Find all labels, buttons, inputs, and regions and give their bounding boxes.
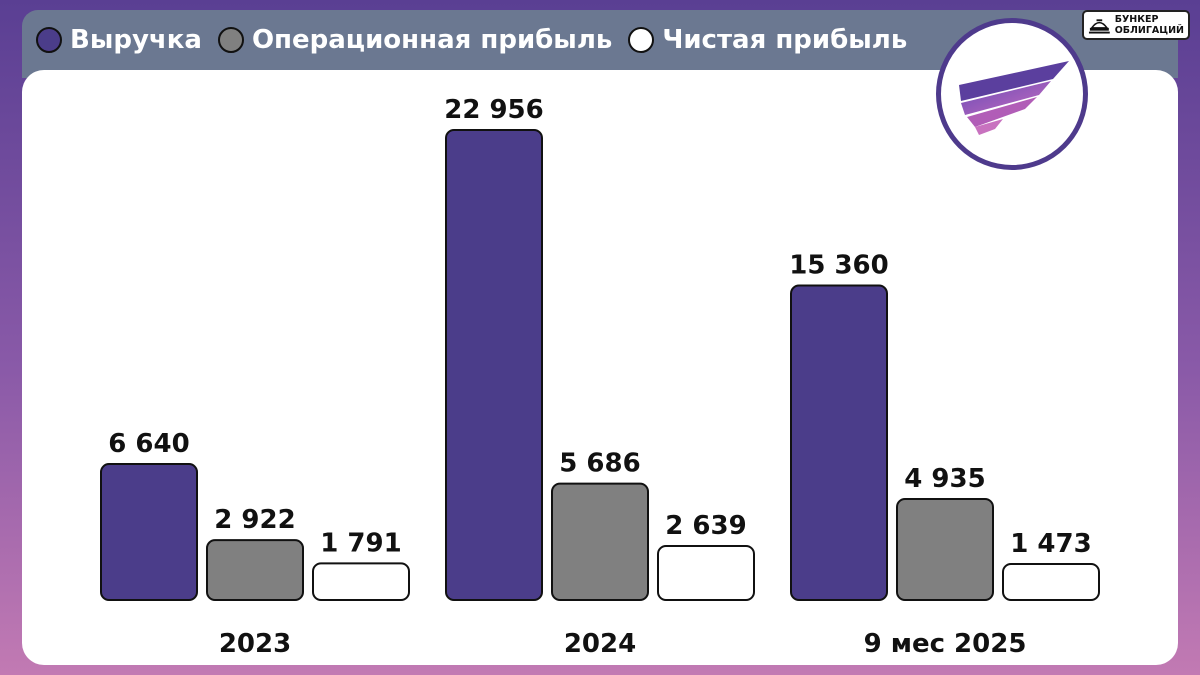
bar-net-1 <box>657 544 755 601</box>
data-label-net-0: 1 791 <box>320 528 401 558</box>
legend-label-revenue: Выручка <box>70 25 202 55</box>
bar-net-2 <box>1002 563 1100 601</box>
bunker-icon <box>1088 19 1110 34</box>
category-label-1: 2024 <box>564 629 636 659</box>
legend-swatch-revenue <box>36 27 62 53</box>
data-label-operating-1: 5 686 <box>559 449 640 479</box>
data-label-revenue-2: 15 360 <box>789 251 889 281</box>
bar-operating-1 <box>551 482 649 601</box>
bar-revenue-2 <box>790 284 888 601</box>
legend-label-operating: Операционная прибыль <box>251 25 613 55</box>
brand-line1: БУНКЕР <box>1114 14 1159 25</box>
legend-item-operating: Операционная прибыль <box>217 25 613 55</box>
bar-revenue-0 <box>100 463 198 601</box>
data-label-net-1: 2 639 <box>665 511 746 541</box>
brand-line2: ОБЛИГАЦИЙ <box>1114 25 1184 36</box>
legend-swatch-net <box>628 27 655 53</box>
bar-operating-2 <box>896 497 994 601</box>
bar-net-0 <box>312 562 410 602</box>
brand-badge: БУНКЕР ОБЛИГАЦИЙ <box>1082 10 1190 40</box>
legend-swatch-operating <box>217 27 244 53</box>
data-label-operating-2: 4 935 <box>904 464 985 494</box>
data-label-revenue-1: 22 956 <box>444 95 544 125</box>
data-label-operating-0: 2 922 <box>214 505 295 535</box>
wing-logo-icon <box>959 61 1069 135</box>
data-label-revenue-0: 6 640 <box>108 429 189 459</box>
category-label-2: 9 мес 2025 <box>864 629 1027 659</box>
legend-label-net: Чистая прибыль <box>662 25 908 55</box>
legend-item-revenue: Выручка <box>36 25 202 55</box>
category-label-0: 2023 <box>219 629 291 659</box>
bar-operating-0 <box>206 539 304 601</box>
legend-item-net: Чистая прибыль <box>628 25 907 55</box>
data-label-net-2: 1 473 <box>1010 529 1091 559</box>
legend: Выручка Операционная прибыль Чистая приб… <box>36 18 907 62</box>
bar-revenue-1 <box>445 129 543 601</box>
company-logo <box>936 18 1088 170</box>
